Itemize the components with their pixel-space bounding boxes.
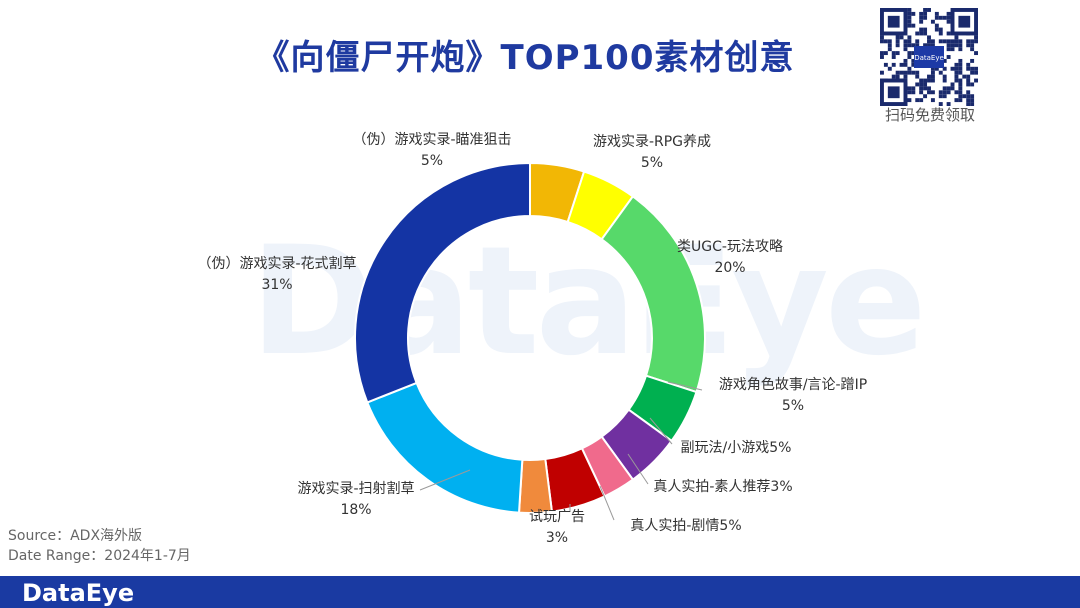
donut-chart: （伪）游戏实录-瞄准狙击 5% 游戏实录-RPG养成 5% 类UGC-玩法攻略 20% 游戏… — [197, 132, 867, 546]
slice-label: 副玩法/小游戏5% — [681, 440, 792, 456]
qr-center-logo-text: DataEye — [914, 54, 944, 62]
slice-value-label: 5% — [421, 153, 443, 169]
leader-line — [667, 381, 703, 391]
slice-value-label: 5% — [782, 398, 804, 414]
slice-label: 游戏实录-扫射割草 — [297, 480, 414, 497]
leader-line — [627, 453, 649, 485]
leader-line — [649, 417, 673, 445]
page-title: 《向僵尸开炮》TOP100素材创意 — [255, 38, 795, 78]
slice-label: （伪）游戏实录-花式割草 — [197, 255, 356, 272]
leader-line — [599, 485, 615, 521]
footer-bar: DataEye — [0, 576, 1080, 608]
slice-value-label: 5% — [641, 155, 663, 171]
slice-label: （伪）游戏实录-瞄准狙击 — [352, 132, 511, 148]
qr-caption: 扫码免费领取 — [884, 106, 975, 124]
slice-label: 游戏实录-RPG养成 — [593, 134, 711, 150]
slice-label: 游戏角色故事/言论-蹭IP — [719, 376, 867, 393]
date-range-line: Date Range：2024年1-7月 — [8, 548, 191, 564]
slice-value-label: 18% — [340, 502, 371, 518]
source-note: Source：ADX海外版 Date Range：2024年1-7月 — [8, 526, 191, 566]
footer-logo: DataEye — [22, 579, 135, 607]
slice-label: 类UGC-玩法攻略 — [677, 239, 783, 255]
qr-center-logo — [914, 46, 944, 68]
donut-slice — [600, 195, 706, 394]
leader-line — [419, 469, 471, 491]
slice-value-label: 31% — [261, 277, 292, 293]
slice-label: 真人实拍-剧情5% — [630, 518, 741, 534]
slice-value-label: 20% — [714, 260, 745, 276]
slice-label: 试玩广告 — [529, 509, 585, 525]
donut-slice — [354, 161, 531, 404]
qr-code[interactable]: DataEye — [880, 8, 978, 106]
source-line: Source：ADX海外版 — [8, 528, 143, 544]
slice-value-label: 3% — [546, 530, 568, 546]
slice-label: 真人实拍-素人推荐3% — [653, 479, 792, 495]
donut-slice — [517, 457, 554, 514]
